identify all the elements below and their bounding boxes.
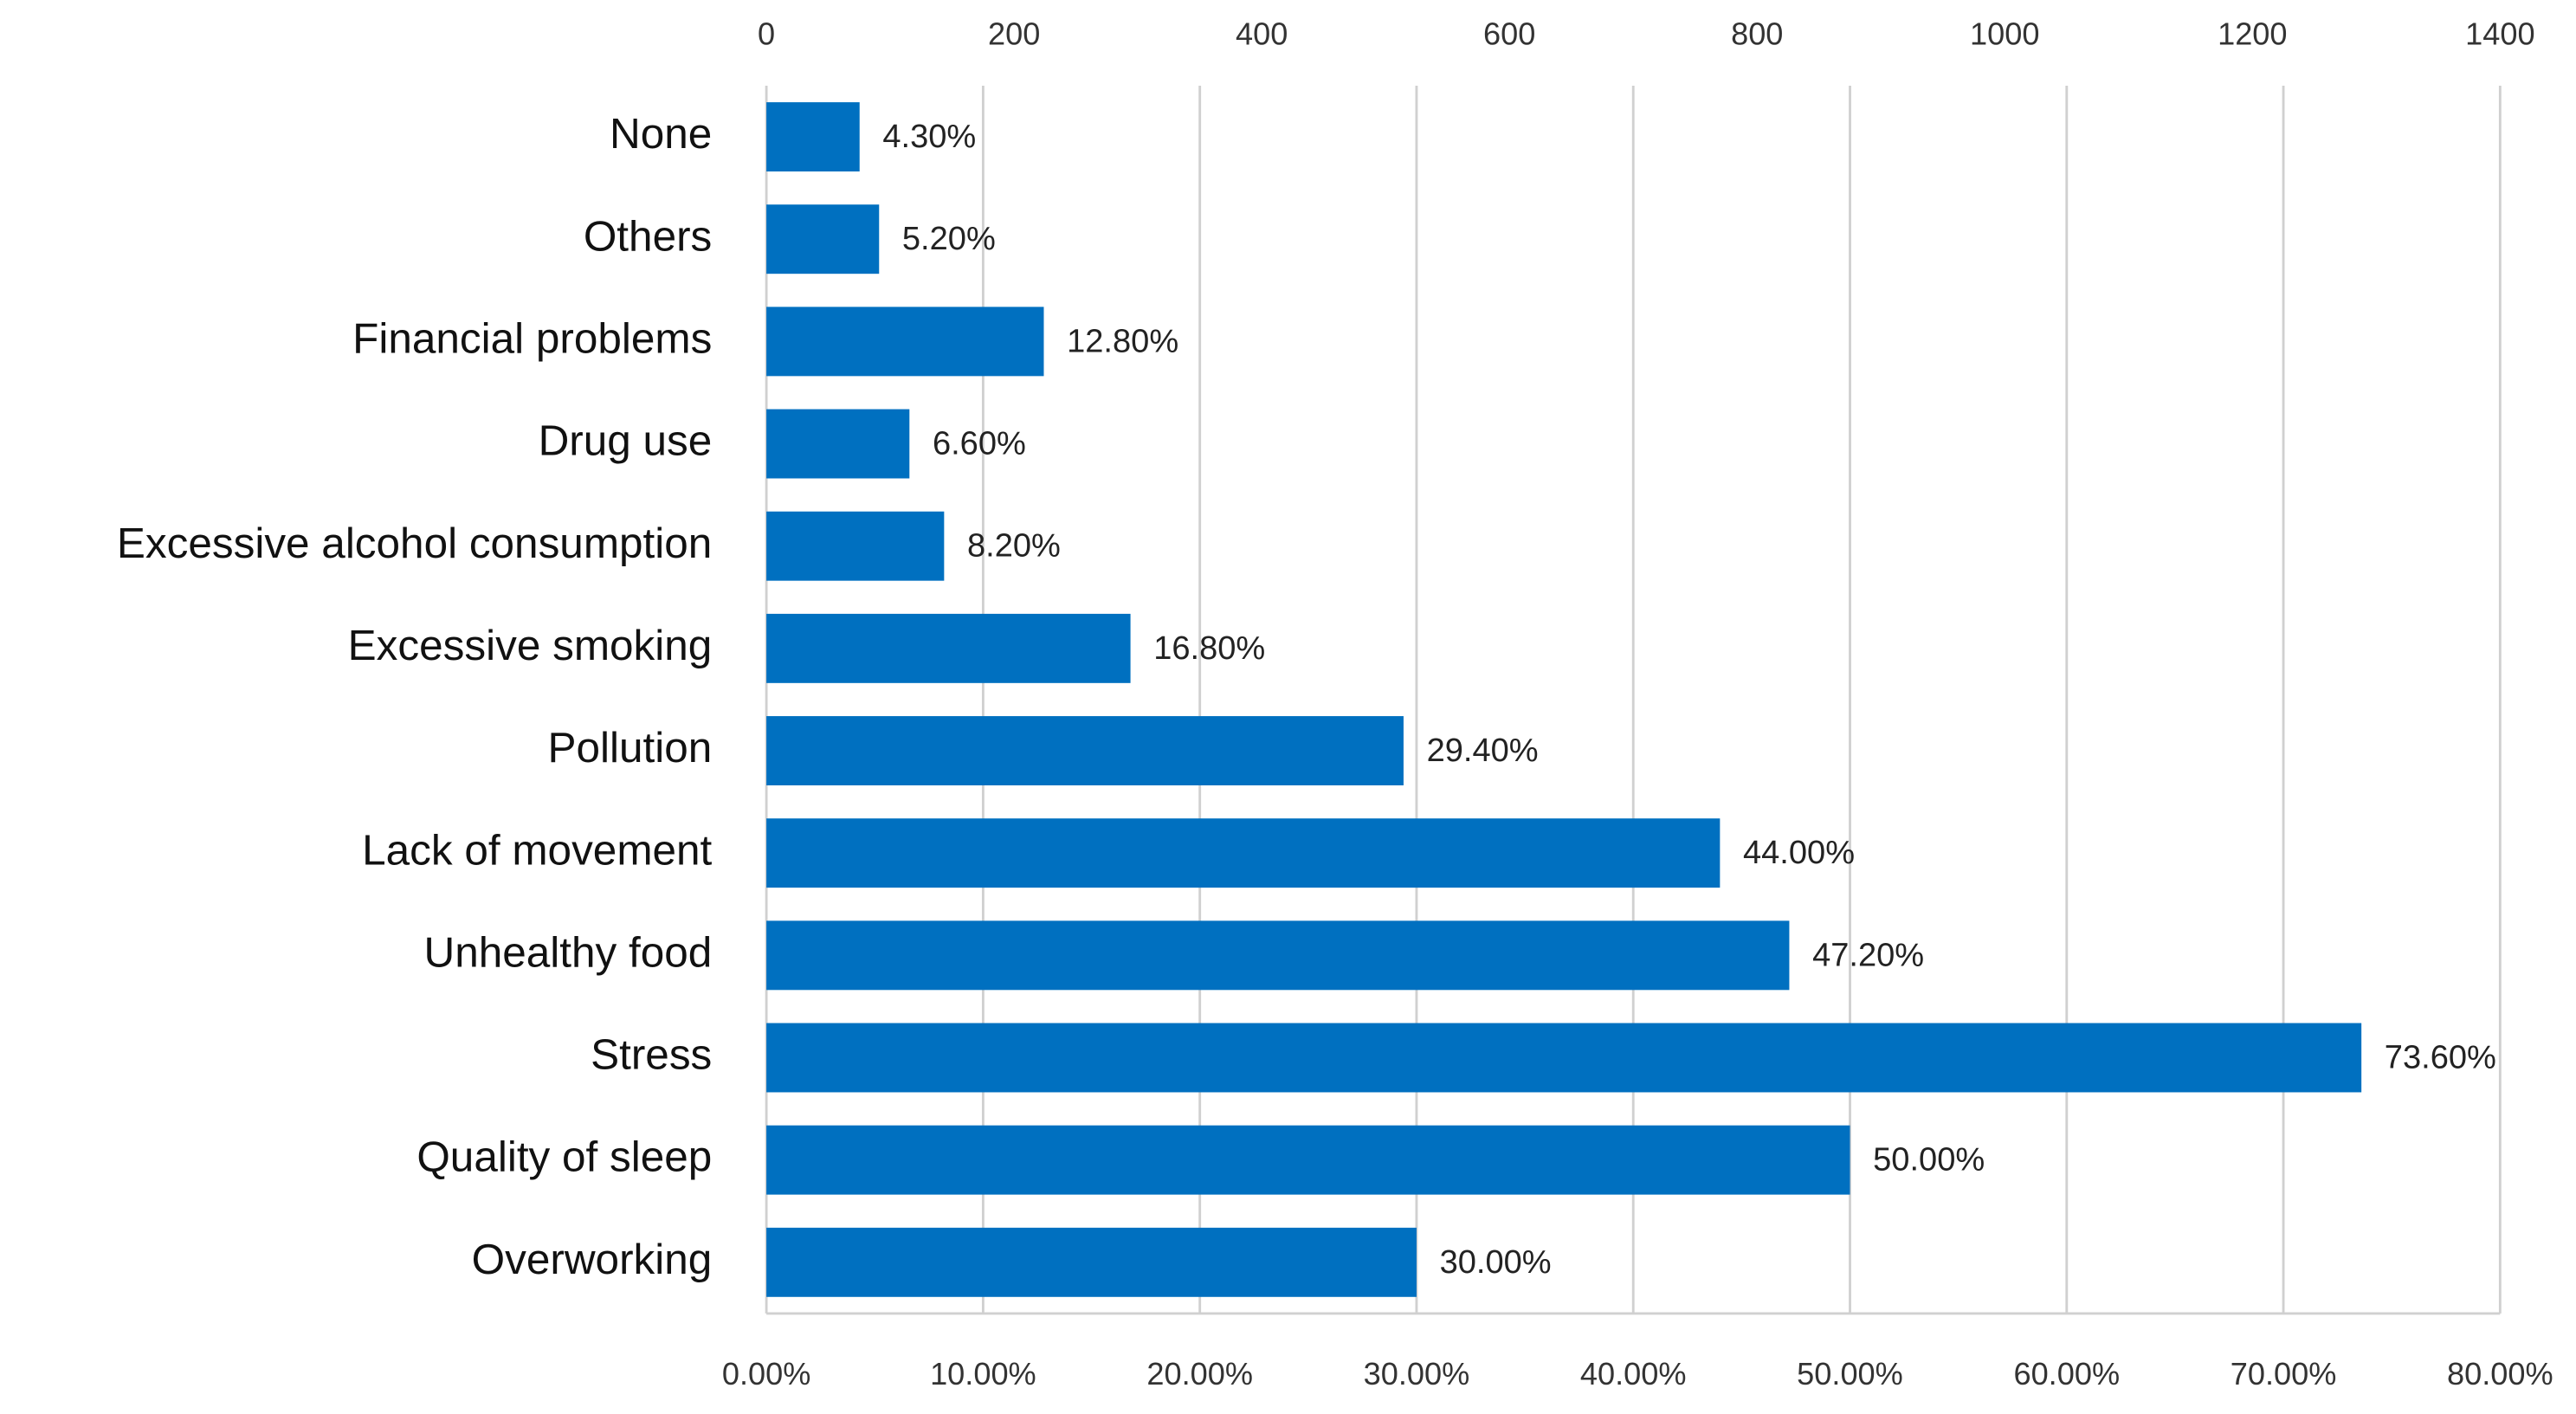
y-tick-label: Unhealthy food [424,928,713,976]
bar [766,102,860,172]
bar [766,716,1404,785]
bar [766,511,945,581]
bar [766,920,1790,991]
x2-tick-label: 400 [1236,16,1288,51]
bar [766,1227,1417,1297]
x2-tick-label: 200 [988,16,1040,51]
bar [766,204,880,274]
x2-tick-label: 800 [1731,16,1783,51]
x-tick-label: 0.00% [722,1356,811,1391]
bar [766,1125,1850,1195]
x-tick-label: 70.00% [2231,1356,2337,1391]
value-label: 6.60% [933,425,1026,462]
value-label: 12.80% [1067,323,1178,359]
bar [766,307,1044,377]
x-tick-label: 20.00% [1146,1356,1253,1391]
value-label: 29.40% [1427,733,1539,769]
x2-tick-label: 1000 [1970,16,2039,51]
bar [766,409,910,479]
x-tick-label: 40.00% [1580,1356,1687,1391]
y-tick-label: None [610,110,712,158]
y-tick-label: Quality of sleep [416,1133,712,1181]
x2-tick-label: 1200 [2218,16,2287,51]
x2-tick-label: 0 [758,16,775,51]
y-tick-label: Drug use [539,417,713,465]
y-tick-label: Overworking [472,1236,713,1283]
bar [766,1023,2362,1093]
bar [766,818,1721,888]
x-tick-label: 80.00% [2447,1356,2553,1391]
value-label: 5.20% [902,221,996,257]
value-label: 73.60% [2385,1039,2496,1075]
x-tick-label: 30.00% [1364,1356,1470,1391]
y-tick-label: Others [584,212,712,260]
value-label: 16.80% [1153,630,1265,667]
value-label: 44.00% [1743,835,1855,871]
y-tick-label: Pollution [548,724,713,772]
x-tick-label: 50.00% [1797,1356,1903,1391]
value-label: 4.30% [882,119,976,155]
bar [766,613,1131,683]
y-tick-label: Lack of movement [362,826,712,874]
x2-tick-label: 600 [1483,16,1535,51]
value-label: 8.20% [967,528,1061,565]
value-label: 50.00% [1873,1142,1985,1178]
x-tick-label: 60.00% [2013,1356,2120,1391]
value-label: 30.00% [1440,1244,1552,1281]
y-tick-label: Excessive alcohol consumption [117,520,712,567]
y-tick-label: Financial problems [352,314,712,362]
x2-tick-label: 1400 [2465,16,2534,51]
y-tick-label: Stress [591,1031,712,1079]
y-tick-label: Excessive smoking [348,622,713,669]
x-tick-label: 10.00% [930,1356,1036,1391]
value-label: 47.20% [1812,937,1924,973]
